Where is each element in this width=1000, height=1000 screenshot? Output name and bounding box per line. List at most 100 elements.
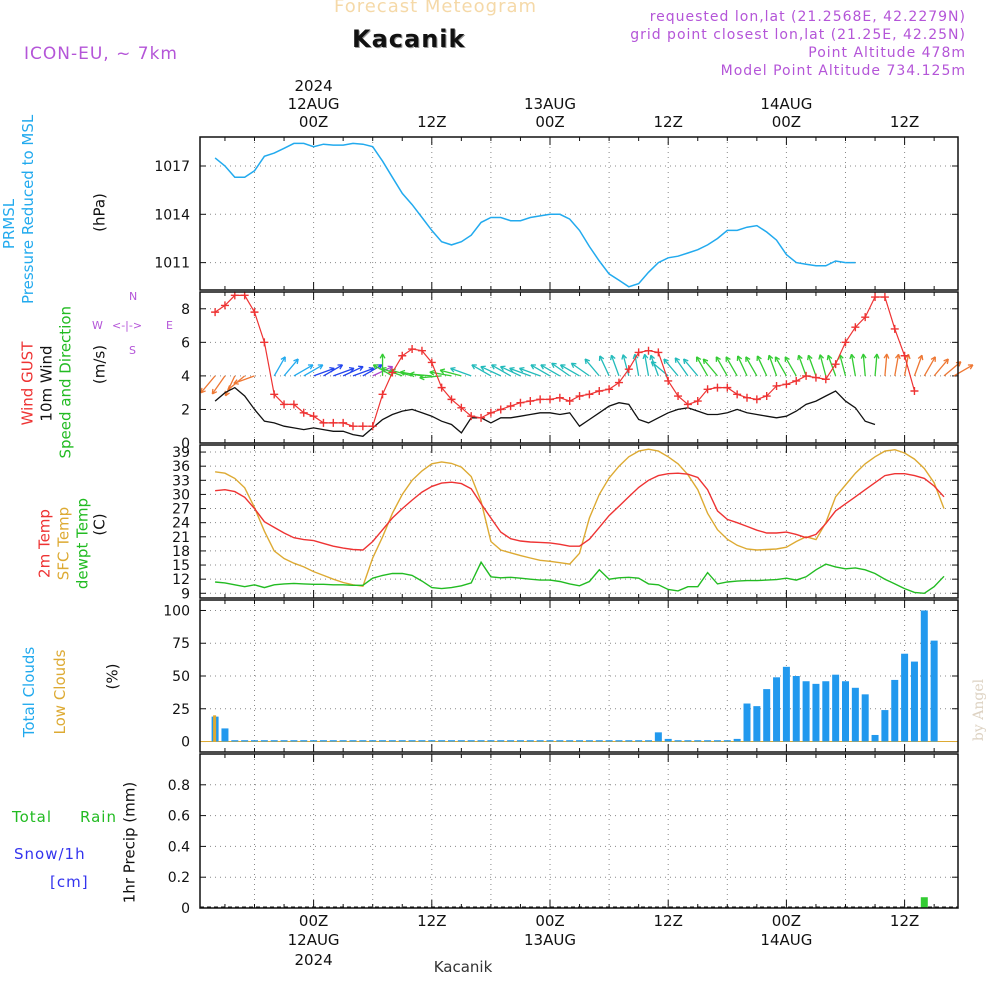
total-clouds-bar [546, 740, 554, 742]
wind-gust-marker [851, 323, 860, 332]
wind-arrow-head [797, 354, 803, 361]
wind-10m-line [214, 386, 876, 437]
total-clouds-bar [674, 740, 682, 742]
y-tick-label: 12 [172, 572, 190, 588]
wind-gust-marker [477, 413, 486, 422]
wind-arrow [509, 367, 531, 377]
wind-arrow [519, 367, 541, 377]
y-tick-label: 75 [172, 636, 190, 652]
y-tick-label: 15 [172, 558, 190, 574]
wind-arrow-head [317, 364, 324, 370]
y-tick-label: 33 [172, 473, 190, 489]
wind-gust-marker [309, 412, 318, 421]
wind-gust-marker [536, 395, 545, 404]
total-clouds-bar [861, 694, 869, 742]
total-clouds-bar [782, 666, 790, 742]
wind-arrow-head [756, 355, 762, 361]
station-name: Kacanik [352, 25, 466, 53]
top-time-label: 12Z [417, 113, 446, 131]
wind-gust-marker [417, 346, 426, 355]
y-tick-label: 27 [172, 502, 190, 518]
total-clouds-bar [763, 689, 771, 742]
total-clouds-bar [339, 740, 347, 742]
total-clouds-bar [812, 683, 820, 742]
wind-gust-marker [624, 365, 633, 374]
wind-arrow [419, 375, 442, 379]
compass-horiz: <-|-> [112, 319, 143, 332]
total-clouds-bar [684, 740, 692, 742]
temp-2m-line [215, 472, 945, 551]
wind-gust-marker [486, 408, 495, 417]
wind-gust-marker [703, 385, 712, 394]
wind-arrow-head [381, 366, 387, 373]
wind-gust-marker [329, 418, 338, 427]
wind-arrow [200, 375, 216, 394]
y-tick-label: 1014 [154, 207, 190, 223]
top-day-label: 13AUG [524, 95, 576, 113]
y-tick-label: 2 [181, 402, 190, 418]
total-clouds-bar [398, 740, 406, 742]
wind-gust-line [214, 294, 916, 427]
panel-frame [199, 136, 959, 291]
total-clouds-bar [260, 740, 268, 742]
wind-arrow-head [372, 364, 379, 370]
wind-gust-marker [762, 392, 771, 401]
wind-arrow [674, 357, 689, 377]
wind-gust-marker [339, 418, 348, 427]
wind-gust-marker [644, 346, 653, 355]
wind-arrow [784, 356, 797, 377]
wind-arrow-head [767, 354, 774, 361]
total-clouds-bar [723, 740, 731, 742]
wind-arrow [745, 356, 758, 377]
wind-arrow [530, 364, 551, 377]
wind-arrow [323, 364, 343, 377]
total-clouds-bar [615, 740, 623, 742]
wind-arrow [953, 364, 974, 377]
wind-arrow-head [715, 356, 721, 362]
wind-gust-marker [358, 422, 367, 431]
wind-gust-marker [260, 338, 269, 347]
wind-arrow-head [818, 354, 825, 360]
wind-arrow [913, 354, 923, 377]
y-tick-label: 0.2 [168, 870, 190, 886]
wind-arrow-head [490, 364, 497, 370]
wind-arrow [439, 369, 462, 377]
wind-arrow [862, 353, 866, 376]
panel-frame [199, 291, 959, 444]
wind-gust-marker [427, 358, 436, 367]
wind-arrow-head [293, 358, 299, 365]
wind-gust-marker [457, 403, 466, 412]
y-tick-label: 6 [181, 335, 190, 351]
wind-arrow [571, 362, 590, 377]
total-clouds-bar [595, 740, 603, 742]
total-clouds-bar [743, 703, 751, 742]
bottom-day-label: 12AUG [288, 931, 340, 949]
wind-gust-marker [782, 380, 791, 389]
wind-arrow-head [584, 358, 591, 365]
bottom-year-label: 2024 [295, 951, 333, 969]
wind-arrow-head [682, 358, 689, 365]
total-clouds-bar [704, 740, 712, 742]
wind-arrow [599, 355, 610, 377]
total-clouds-bar [792, 676, 800, 742]
wind-arrow-head [674, 357, 681, 363]
wind-gust-marker [496, 405, 505, 414]
wind-arrow-head [917, 354, 924, 361]
wind-arrow [622, 354, 630, 377]
wind-arrow-head [409, 371, 415, 378]
wind-arrow [774, 356, 787, 377]
total-clouds-bar [654, 732, 662, 742]
wind-arrow [303, 364, 324, 377]
wind-arrow [293, 364, 314, 377]
total-clouds-bar [221, 728, 229, 742]
wind-gust-marker [683, 400, 692, 409]
top-time-label: 12Z [654, 113, 683, 131]
total-label: Total [12, 808, 53, 826]
wind-gust-marker [605, 385, 614, 394]
total-clouds-bar [457, 740, 465, 742]
wind-arrow [584, 358, 600, 377]
top-day-label: 14AUG [760, 95, 812, 113]
wind-arrow [471, 364, 492, 377]
total-clouds-bar [379, 740, 387, 742]
